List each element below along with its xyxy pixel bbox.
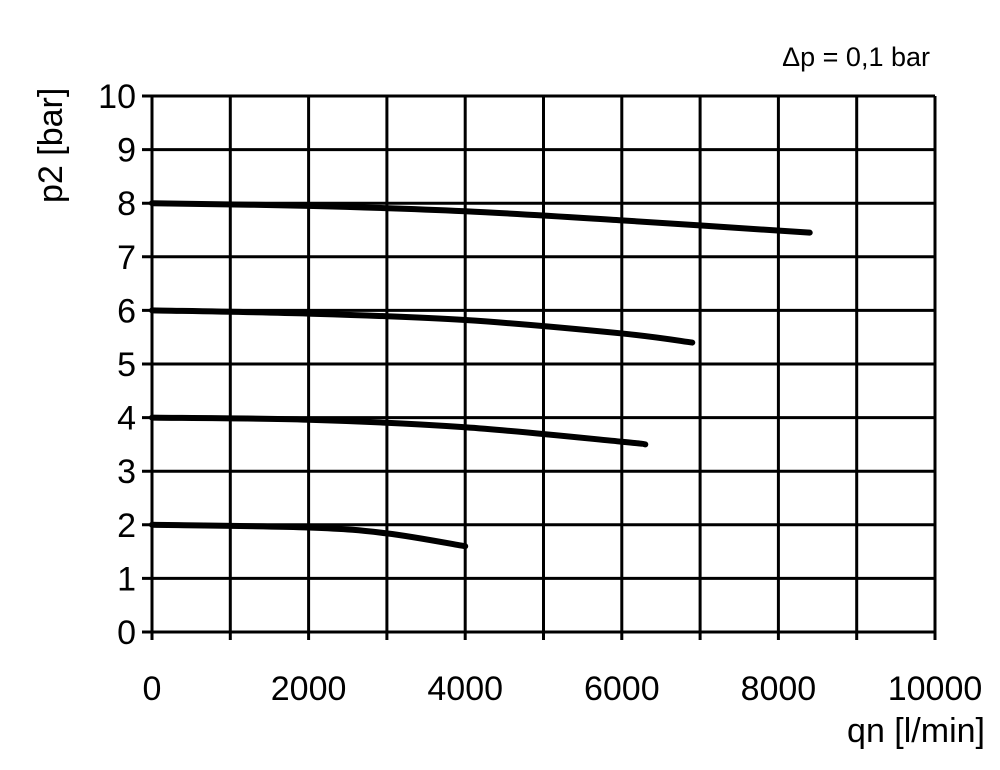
annotation: Δp = 0,1 bar xyxy=(782,42,930,72)
x-tick-label: 6000 xyxy=(584,670,660,708)
x-tick-label: 8000 xyxy=(741,670,817,708)
y-tick-label: 2 xyxy=(117,507,136,545)
series-line-3 xyxy=(149,521,469,550)
y-tick-label: 7 xyxy=(117,239,136,277)
y-tick-label: 10 xyxy=(98,78,136,116)
y-tick-label: 6 xyxy=(117,292,136,330)
y-tick-label: 9 xyxy=(117,132,136,170)
series-line-0 xyxy=(149,200,813,236)
y-axis-label: p2 [bar] xyxy=(32,88,70,203)
series-line-2 xyxy=(149,414,649,448)
y-tick-label: 4 xyxy=(117,400,136,438)
x-tick-label: 2000 xyxy=(271,670,347,708)
tick-labels: 0 1 2 3 4 5 6 7 8 9 10 0 2000 4000 6000 8000 10000 xyxy=(98,78,982,708)
grid xyxy=(142,94,937,640)
y-tick-label: 1 xyxy=(117,560,136,598)
series-line-1 xyxy=(149,307,696,346)
y-tick-label: 8 xyxy=(117,185,136,223)
x-tick-label: 0 xyxy=(143,670,162,708)
y-tick-label: 3 xyxy=(117,453,136,491)
y-tick-label: 0 xyxy=(117,614,136,652)
x-axis-label: qn [l/min] xyxy=(847,712,985,750)
y-tick-label: 5 xyxy=(117,346,136,384)
series-group xyxy=(149,200,813,550)
x-tick-label: 10000 xyxy=(888,670,983,708)
x-tick-label: 4000 xyxy=(427,670,503,708)
